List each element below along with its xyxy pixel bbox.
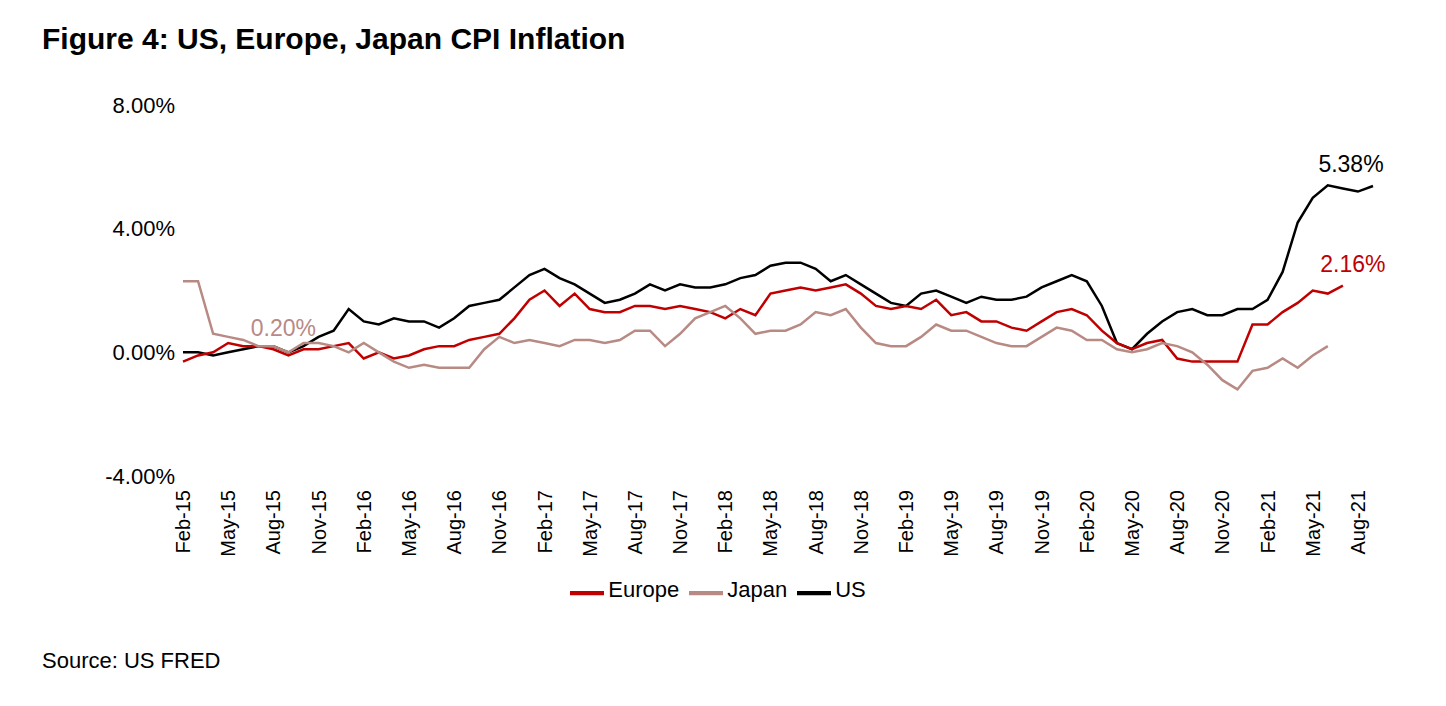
svg-text:Feb-20: Feb-20	[1076, 490, 1098, 553]
svg-text:Aug-19: Aug-19	[985, 490, 1007, 555]
svg-text:Aug-21: Aug-21	[1347, 490, 1369, 555]
html-text:Europe: Europe	[608, 577, 680, 603]
svg-text:Aug-16: Aug-16	[443, 490, 465, 555]
svg-text:May-17: May-17	[579, 490, 601, 557]
svg-text:Nov-16: Nov-16	[488, 490, 510, 554]
svg-text:May-18: May-18	[759, 490, 781, 557]
svg-text:May-15: May-15	[217, 490, 239, 557]
html-text:Figure 4: US, Europe, Japan CP: Figure 4: US, Europe, Japan CPI Inflatio…	[42, 22, 626, 55]
html-text:Source: US FRED: Source: US FRED	[42, 648, 221, 673]
svg-text:Nov-15: Nov-15	[308, 490, 330, 554]
svg-text:Nov-20: Nov-20	[1211, 490, 1233, 554]
svg-text:Nov-17: Nov-17	[669, 490, 691, 554]
svg-text:May-16: May-16	[398, 490, 420, 557]
svg-text:4.00%: 4.00%	[113, 216, 175, 241]
svg-text:Feb-19: Feb-19	[895, 490, 917, 553]
svg-text:Feb-15: Feb-15	[172, 490, 194, 553]
svg-text:May-19: May-19	[940, 490, 962, 557]
svg-text:May-21: May-21	[1302, 490, 1324, 557]
svg-text:Feb-21: Feb-21	[1257, 490, 1279, 553]
svg-text:May-20: May-20	[1121, 490, 1143, 557]
html-text:Japan: Japan	[727, 577, 788, 603]
svg-text:Aug-17: Aug-17	[624, 490, 646, 555]
svg-text:Feb-17: Feb-17	[534, 490, 556, 553]
svg-text:Aug-20: Aug-20	[1166, 490, 1188, 555]
svg-text:2.16%: 2.16%	[1320, 251, 1385, 277]
svg-text:Nov-19: Nov-19	[1031, 490, 1053, 554]
svg-text:Feb-16: Feb-16	[353, 490, 375, 553]
svg-text:Nov-18: Nov-18	[850, 490, 872, 554]
svg-text:0.20%: 0.20%	[251, 315, 316, 341]
svg-text:-4.00%: -4.00%	[105, 464, 175, 489]
svg-text:Aug-18: Aug-18	[805, 490, 827, 555]
svg-text:Feb-18: Feb-18	[714, 490, 736, 553]
svg-text:8.00%: 8.00%	[113, 93, 175, 118]
html-text:US: US	[835, 577, 866, 603]
svg-text:Aug-15: Aug-15	[262, 490, 284, 555]
svg-text:0.00%: 0.00%	[113, 340, 175, 365]
svg-text:5.38%: 5.38%	[1318, 151, 1383, 177]
